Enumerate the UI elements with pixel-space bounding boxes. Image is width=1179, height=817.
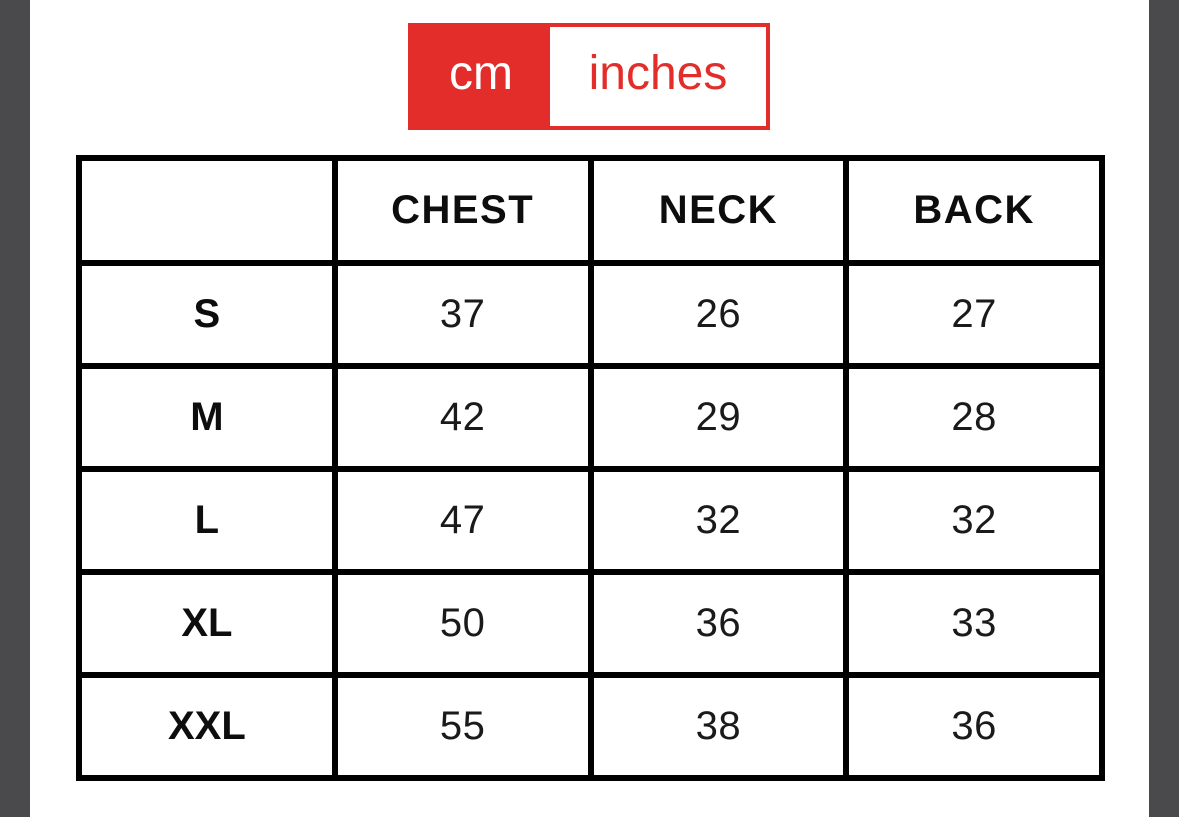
table-row-l: L 47 32 32 [76,466,1105,575]
size-label: L [76,466,338,575]
neck-value: 26 [587,260,850,369]
back-value: 33 [843,569,1105,678]
unit-option-cm[interactable]: cm [412,27,550,126]
size-label: XXL [76,672,338,781]
table-header-row: CHEST NECK BACK [76,155,1105,266]
size-label: S [76,260,338,369]
back-value: 27 [843,260,1105,369]
col-header-back: BACK [843,155,1105,266]
size-label: XL [76,569,338,678]
chest-value: 55 [331,672,594,781]
size-label: M [76,363,338,472]
right-edge-bar [1149,0,1179,817]
neck-value: 32 [587,466,850,575]
table-row-m: M 42 29 28 [76,363,1105,472]
back-value: 28 [843,363,1105,472]
neck-value: 36 [587,569,850,678]
left-edge-bar [0,0,30,817]
chest-value: 47 [331,466,594,575]
neck-value: 38 [587,672,850,781]
table-row-xl: XL 50 36 33 [76,569,1105,678]
chest-value: 37 [331,260,594,369]
neck-value: 29 [587,363,850,472]
size-chart-table: CHEST NECK BACK S 37 26 27 M 42 29 28 L … [76,155,1105,781]
chest-value: 50 [331,569,594,678]
back-value: 36 [843,672,1105,781]
table-row-xxl: XXL 55 38 36 [76,672,1105,781]
back-value: 32 [843,466,1105,575]
corner-cell [76,155,338,266]
col-header-chest: CHEST [331,155,594,266]
table-row-s: S 37 26 27 [76,260,1105,369]
unit-option-inches[interactable]: inches [550,27,766,126]
col-header-neck: NECK [587,155,850,266]
chest-value: 42 [331,363,594,472]
unit-toggle: cm inches [408,23,770,130]
